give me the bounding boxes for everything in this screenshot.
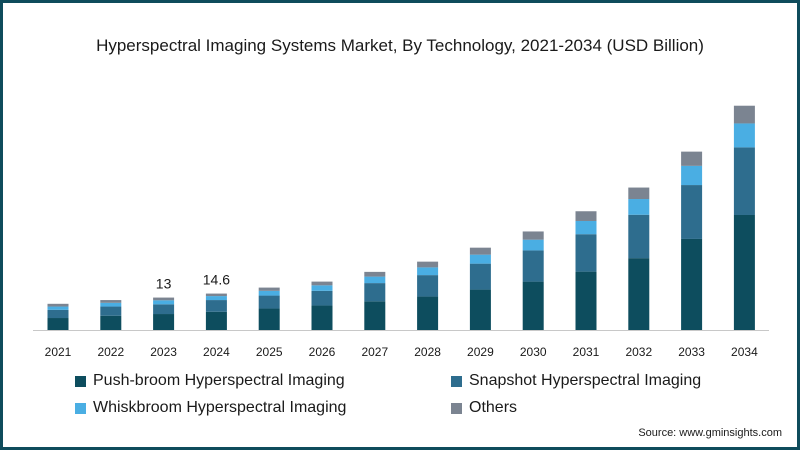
x-tick-label: 2028: [414, 345, 441, 359]
bar-segment-2025-1: [258, 308, 280, 330]
bar-segment-2031-4: [575, 211, 597, 221]
x-tick-label: 2034: [731, 345, 758, 359]
bar-segment-2031-3: [575, 220, 597, 235]
bar-segment-2026-4: [311, 281, 333, 286]
bar-segment-2021-4: [47, 303, 69, 307]
chart-title: Hyperspectral Imaging Systems Market, By…: [96, 36, 704, 55]
bar-segment-2029-3: [469, 254, 491, 264]
bar-segment-2022-1: [100, 315, 122, 330]
bar-segment-2027-1: [364, 301, 386, 330]
x-tick-label: 2024: [203, 345, 230, 359]
data-label-2024: 14.6: [203, 272, 230, 288]
bar-segment-2027-2: [364, 283, 386, 302]
bar-segment-2030-1: [522, 281, 544, 330]
bar-segment-2032-3: [628, 199, 650, 215]
bar-segment-2025-3: [258, 290, 280, 296]
bar-segment-2026-2: [311, 290, 333, 306]
legend-item-push-broom: Push-broom Hyperspectral Imaging: [75, 372, 345, 390]
x-tick-label: 2022: [97, 345, 124, 359]
x-tick-label: 2021: [45, 345, 72, 359]
legend-label: Others: [469, 399, 518, 416]
legend-item-whiskbroom: Whiskbroom Hyperspectral Imaging: [75, 399, 346, 417]
bar-segment-2024-3: [205, 296, 227, 301]
bar-segment-2023-1: [153, 314, 175, 330]
x-tick-label: 2033: [678, 345, 705, 359]
bar-segment-2033-2: [681, 185, 703, 239]
bar-segment-2028-1: [417, 296, 439, 330]
bar-segment-2021-3: [47, 306, 69, 310]
x-tick-label: 2026: [309, 345, 336, 359]
bar-segment-2032-2: [628, 214, 650, 259]
x-tick-label: 2032: [625, 345, 652, 359]
bar-segment-2024-2: [205, 300, 227, 312]
x-tick-label: 2023: [150, 345, 177, 359]
legend-label: Snapshot Hyperspectral Imaging: [469, 372, 702, 389]
bar-segment-2029-1: [469, 289, 491, 330]
bar-segment-2032-1: [628, 258, 650, 330]
bar-segment-2034-2: [733, 147, 755, 215]
bar-segment-2024-1: [205, 311, 227, 330]
bar-segment-2034-1: [733, 214, 755, 330]
legend-item-snapshot: Snapshot Hyperspectral Imaging: [451, 372, 701, 390]
bar-segment-2028-4: [417, 261, 439, 268]
bar-segment-2026-3: [311, 285, 333, 291]
bar-segment-2028-3: [417, 267, 439, 276]
bar-segment-2033-3: [681, 165, 703, 186]
x-tick-label: 2027: [361, 345, 388, 359]
bar-segment-2022-4: [100, 300, 122, 303]
bar-segment-2030-4: [522, 231, 544, 240]
legend-swatch: [451, 402, 462, 414]
bar-segment-2034-4: [733, 105, 755, 124]
bar-segment-2030-3: [522, 239, 544, 251]
data-label-2023: 13: [156, 276, 172, 292]
bar-segment-2034-3: [733, 123, 755, 148]
x-tick-label: 2030: [520, 345, 547, 359]
bar-segment-2026-1: [311, 305, 333, 330]
bar-segment-2029-4: [469, 247, 491, 255]
bar-segment-2025-4: [258, 287, 280, 291]
bar-segment-2030-2: [522, 250, 544, 282]
legend-label: Push-broom Hyperspectral Imaging: [93, 372, 345, 389]
bar-segment-2025-2: [258, 295, 280, 309]
bar-segment-2021-1: [47, 318, 69, 330]
bar-segment-2024-4: [205, 293, 227, 297]
bar-segment-2033-1: [681, 238, 703, 330]
bar-segment-2023-2: [153, 304, 175, 315]
bar-segment-2029-2: [469, 263, 491, 290]
bar-segment-2023-3: [153, 300, 175, 305]
legend-item-others: Others: [451, 399, 517, 417]
x-tick-label: 2029: [467, 345, 494, 359]
chart-plot: 2021 2022 2023 2024 2025 2026 2027 2028 2029 2030…: [33, 105, 769, 359]
bar-segment-2031-2: [575, 234, 597, 272]
bar-segment-2022-3: [100, 302, 122, 307]
bar-segment-2023-4: [153, 297, 175, 301]
bar-segment-2027-4: [364, 271, 386, 277]
bar-segment-2028-2: [417, 275, 439, 297]
source-note: Source: www.gminsights.com: [638, 427, 782, 439]
bar-segment-2022-2: [100, 306, 122, 316]
bar-segment-2032-4: [628, 187, 650, 200]
bar-segment-2031-1: [575, 271, 597, 330]
bar-segment-2033-4: [681, 151, 703, 166]
x-tick-label: 2031: [573, 345, 600, 359]
x-tick-label: 2025: [256, 345, 283, 359]
bar-segment-2021-2: [47, 309, 69, 319]
legend-swatch: [451, 375, 462, 387]
legend-swatch: [75, 375, 86, 387]
legend-label: Whiskbroom Hyperspectral Imaging: [93, 399, 347, 416]
bar-segment-2027-3: [364, 276, 386, 284]
legend-swatch: [75, 402, 86, 414]
